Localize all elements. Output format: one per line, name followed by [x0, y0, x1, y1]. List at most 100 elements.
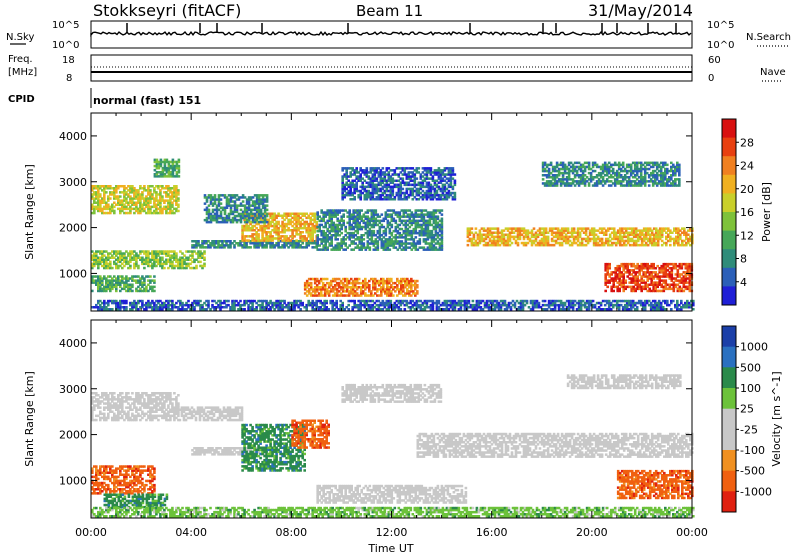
heatmap-cell [451, 185, 455, 189]
heatmap-cell [141, 197, 144, 200]
heatmap-cell [378, 221, 382, 225]
heatmap-cell [351, 292, 355, 295]
heatmap-cell [673, 243, 676, 247]
heatmap-cell [259, 229, 262, 232]
heatmap-cell [360, 225, 363, 229]
heatmap-cell [383, 173, 387, 176]
heatmap-cell [197, 250, 200, 253]
heatmap-cell [345, 175, 348, 178]
heatmap-cell [382, 236, 386, 239]
heatmap-cell [129, 199, 132, 202]
heatmap-cell [247, 208, 251, 212]
heatmap-cell [330, 234, 333, 237]
heatmap-cell [95, 191, 98, 194]
heatmap-cell [324, 246, 327, 249]
heatmap-cell [243, 239, 246, 242]
heatmap-cell [109, 211, 112, 215]
heatmap-cell [427, 189, 431, 193]
heatmap-cell [500, 237, 504, 241]
heatmap-cell [101, 277, 104, 280]
heatmap-cell [127, 189, 130, 192]
heatmap-cell [357, 277, 361, 281]
heatmap-cell [453, 193, 457, 197]
heatmap-cell [390, 294, 393, 297]
heatmap-cell [388, 290, 391, 293]
heatmap-cell [217, 208, 221, 212]
heatmap-cell [145, 203, 148, 206]
heatmap-cell [596, 229, 600, 232]
heatmap-cell [127, 195, 130, 198]
heatmap-cell [377, 198, 381, 201]
heatmap-cell [167, 162, 171, 166]
heatmap-cell [319, 292, 323, 295]
heatmap-cell [97, 275, 100, 278]
heatmap-cell [165, 262, 168, 266]
heatmap-cell [394, 227, 398, 231]
heatmap-cell [229, 210, 233, 214]
heatmap-cell [161, 171, 165, 174]
heatmap-cell [111, 254, 114, 257]
heatmap-cell [113, 262, 116, 266]
heatmap-cell [277, 246, 280, 249]
heatmap-cell [251, 212, 255, 216]
heatmap-cell [133, 262, 136, 266]
heatmap-cell [209, 194, 213, 197]
heatmap-cell [410, 279, 413, 283]
heatmap-cell [382, 219, 386, 223]
heatmap-cell [245, 222, 248, 226]
heatmap-cell [397, 193, 401, 197]
heatmap-cell [263, 216, 267, 220]
heatmap-cell [155, 207, 158, 211]
heatmap-cell [394, 238, 398, 241]
heatmap-cell [409, 183, 413, 187]
heatmap-cell [161, 185, 164, 188]
heatmap-cell [365, 175, 369, 178]
heatmap-cell [433, 193, 437, 197]
heatmap-cell [562, 231, 566, 234]
heatmap-cell [357, 193, 360, 197]
heatmap-cell [207, 210, 211, 214]
heatmap-cell [93, 185, 96, 188]
heatmap-cell [317, 286, 321, 289]
heatmap-cell [195, 240, 198, 243]
heatmap-cell [397, 191, 401, 195]
heatmap-cell [113, 252, 116, 255]
heatmap-cell [425, 196, 429, 199]
heatmap-cell [572, 237, 576, 241]
heatmap-cell [401, 173, 405, 176]
heatmap-cell [624, 229, 628, 232]
heatmap-cell [324, 225, 327, 229]
heatmap-cell [406, 277, 409, 281]
heatmap-cell [618, 227, 622, 230]
heatmap-cell [568, 231, 572, 234]
heatmap-cell [422, 219, 426, 223]
heatmap-cell [658, 227, 662, 230]
heatmap-cell [560, 227, 564, 230]
heatmap-cell [374, 281, 377, 285]
heatmap-cell [155, 185, 158, 188]
heatmap-cell [492, 237, 496, 241]
heatmap-cell [157, 252, 160, 255]
heatmap-cell [341, 198, 344, 201]
heatmap-cell [500, 241, 504, 245]
heatmap-cell [350, 240, 353, 243]
heatmap-cell [432, 225, 436, 229]
heatmap-cell [359, 193, 362, 197]
heatmap-cell [666, 163, 669, 167]
heatmap-cell [345, 169, 348, 172]
heatmap-cell [115, 189, 118, 192]
heatmap-cell [420, 223, 424, 227]
heatmap-cell [543, 184, 547, 187]
heatmap-cell [139, 277, 142, 280]
heatmap-cell [368, 279, 371, 283]
heatmap-cell [441, 179, 445, 182]
heatmap-cell [367, 171, 371, 174]
heatmap-cell [526, 237, 530, 241]
heatmap-cell [437, 175, 441, 178]
heatmap-cell [255, 210, 259, 214]
heatmap-cell [422, 209, 426, 212]
heatmap-cell [255, 208, 259, 212]
heatmap-cell [299, 222, 302, 226]
heatmap-cell [299, 216, 302, 220]
heatmap-cell [121, 287, 124, 291]
